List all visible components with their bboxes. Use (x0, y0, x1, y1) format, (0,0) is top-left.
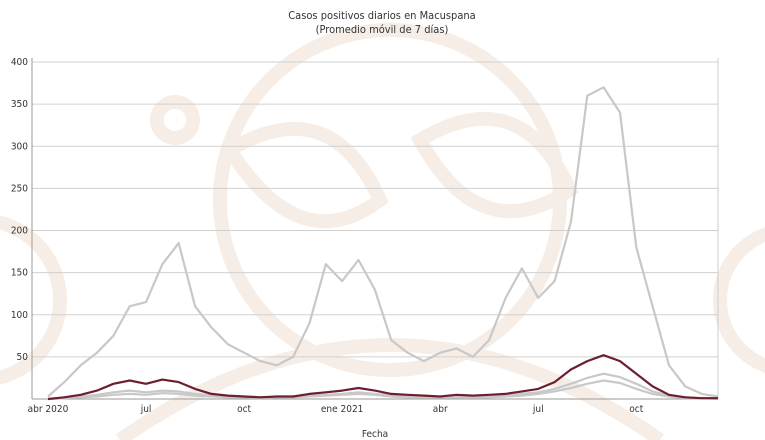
x-tick-label: abr 2020 (28, 404, 69, 415)
x-tick-label: oct (629, 404, 643, 415)
y-tick-label: 350 (11, 99, 28, 110)
chart-subtitle: (Promedio móvil de 7 días) (316, 23, 449, 36)
x-axis-label: Fecha (362, 429, 388, 440)
y-tick-label: 100 (11, 310, 28, 321)
x-tick-label: abr (433, 404, 448, 415)
y-tick-label: 150 (11, 268, 28, 279)
x-tick-label: jul (140, 404, 152, 415)
y-tick-label: 200 (11, 226, 28, 237)
x-tick-label: oct (237, 404, 251, 415)
chart-title: Casos positivos diarios en Macuspana (288, 9, 476, 22)
x-tick-label: jul (532, 404, 544, 415)
series-line (47, 86, 719, 398)
y-tick-label: 50 (17, 352, 29, 363)
y-tick-label: 400 (11, 57, 28, 68)
y-tick-label: 300 (11, 141, 28, 152)
series-line (47, 354, 718, 401)
x-tick-label: ene 2021 (321, 404, 364, 415)
y-tick-label: 250 (11, 183, 28, 194)
watermark (0, 23, 765, 440)
series-line (47, 379, 719, 401)
